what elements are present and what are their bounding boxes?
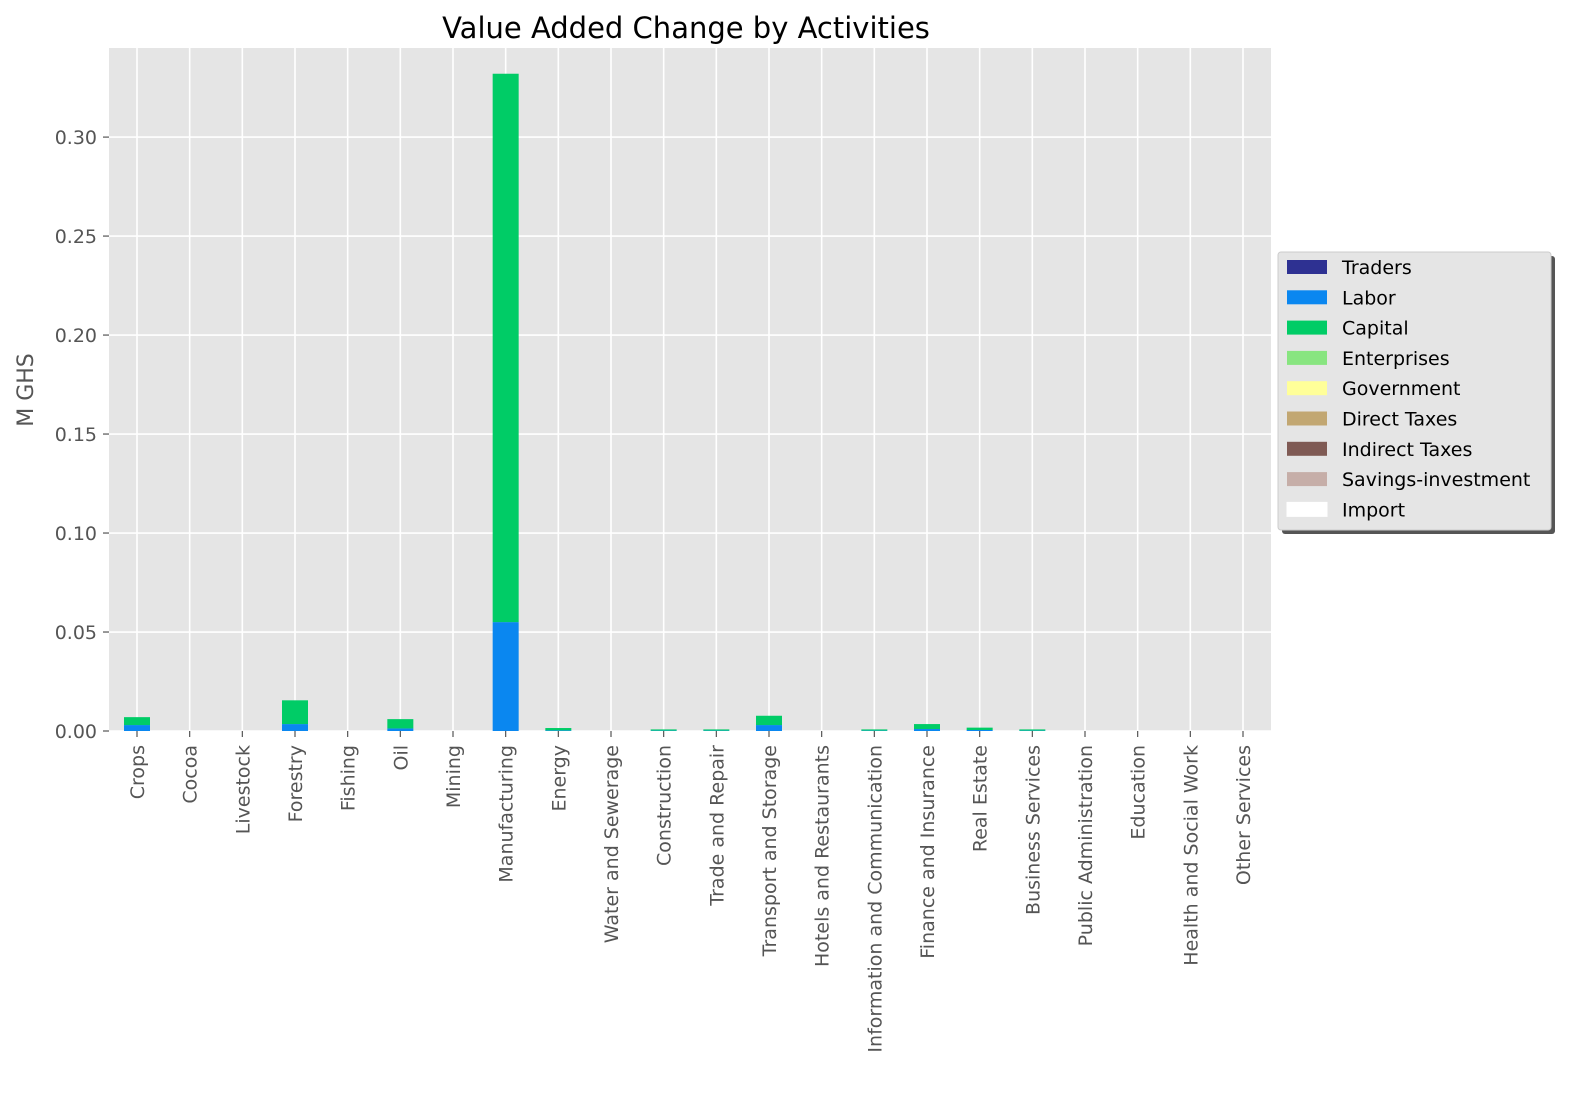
chart-title: Value Added Change by Activities bbox=[442, 11, 930, 45]
x-tick-label: Water and Sewerage bbox=[601, 745, 623, 943]
x-tick-label: Public Administration bbox=[1075, 745, 1097, 946]
legend-swatch bbox=[1287, 441, 1327, 456]
y-tick-label: 0.20 bbox=[55, 325, 97, 347]
x-tick-label: Livestock bbox=[232, 745, 254, 834]
x-tick-label: Finance and Insurance bbox=[917, 745, 939, 959]
legend-swatch bbox=[1287, 290, 1327, 305]
bar-segment bbox=[966, 727, 993, 731]
legend-swatch bbox=[1287, 260, 1327, 274]
legend-swatch bbox=[1286, 501, 1328, 517]
legend-label: Traders bbox=[1341, 257, 1412, 279]
bar-segment bbox=[387, 728, 414, 731]
legend-label: Government bbox=[1342, 378, 1461, 400]
legend-swatch bbox=[1287, 411, 1327, 426]
legend-swatch bbox=[1287, 320, 1327, 335]
legend-label: Import bbox=[1342, 499, 1405, 521]
bar-segment bbox=[492, 73, 519, 623]
bar-segment bbox=[650, 729, 677, 731]
legend-label: Labor bbox=[1342, 287, 1396, 309]
legend-label: Direct Taxes bbox=[1342, 409, 1457, 431]
legend-label: Savings-investment bbox=[1342, 469, 1530, 491]
legend-swatch bbox=[1287, 350, 1327, 365]
x-tick-label: Hotels and Restaurants bbox=[812, 745, 834, 967]
x-tick-label: Fishing bbox=[338, 745, 360, 811]
y-tick-label: 0.25 bbox=[55, 226, 97, 248]
x-tick-label: Transport and Storage bbox=[759, 745, 781, 957]
bar-segment bbox=[387, 719, 414, 729]
bar-segment bbox=[703, 729, 730, 731]
y-tick-label: 0.00 bbox=[55, 721, 97, 743]
bar-segment bbox=[124, 717, 150, 726]
x-tick-label: Crops bbox=[127, 745, 149, 799]
bar-segment bbox=[124, 725, 150, 731]
bar-segment bbox=[914, 724, 940, 730]
bar-segment bbox=[282, 700, 308, 725]
grid-lines bbox=[109, 48, 1271, 732]
x-tick-label: Health and Social Work bbox=[1180, 745, 1202, 966]
bars bbox=[124, 73, 1046, 731]
y-tick-label: 0.05 bbox=[55, 622, 97, 644]
plot-area bbox=[109, 48, 1271, 731]
bar-segment bbox=[861, 729, 888, 731]
bar-segment bbox=[1019, 729, 1046, 731]
y-tick-label: 0.30 bbox=[55, 127, 97, 149]
x-tick-label: Real Estate bbox=[970, 745, 992, 852]
bar-segment bbox=[756, 725, 782, 731]
y-tick-label: 0.10 bbox=[55, 523, 97, 545]
x-tick-label: Oil bbox=[390, 745, 412, 771]
y-axis-label: M GHS bbox=[14, 353, 39, 427]
bar-segment bbox=[282, 724, 308, 731]
x-tick-label: Business Services bbox=[1022, 745, 1044, 915]
y-tick-label: 0.15 bbox=[55, 424, 97, 446]
legend: Traders Labor Capital Enterprises Government… bbox=[1277, 251, 1555, 534]
bar-segment bbox=[914, 729, 940, 731]
x-axis: Crops Cocoa Livestock Forestry Fishing Oil Min… bbox=[127, 731, 1255, 1053]
legend-label: Indirect Taxes bbox=[1342, 439, 1472, 461]
x-tick-label: Education bbox=[1128, 745, 1150, 840]
y-axis: 0.00 0.05 0.10 0.15 0.20 0.25 0.30 bbox=[55, 127, 109, 743]
x-tick-label: Cocoa bbox=[180, 745, 202, 804]
legend-swatch bbox=[1287, 381, 1327, 396]
legend-swatch bbox=[1287, 472, 1327, 487]
x-tick-label: Mining bbox=[443, 745, 465, 808]
bar-segment bbox=[545, 730, 572, 731]
bar-segment bbox=[966, 730, 993, 731]
bar-segment bbox=[756, 715, 782, 726]
legend-label: Enterprises bbox=[1342, 348, 1450, 370]
x-tick-label: Manufacturing bbox=[496, 745, 518, 883]
x-tick-label: Energy bbox=[548, 745, 570, 812]
x-tick-label: Forestry bbox=[285, 745, 307, 822]
x-tick-label: Information and Communication bbox=[864, 745, 886, 1053]
x-tick-label: Other Services bbox=[1233, 745, 1255, 885]
x-tick-label: Construction bbox=[654, 745, 676, 866]
x-tick-label: Trade and Repair bbox=[706, 745, 728, 907]
bar-segment bbox=[492, 622, 519, 731]
bar-segment bbox=[545, 728, 572, 731]
legend-label: Capital bbox=[1342, 318, 1409, 340]
legend-box bbox=[1277, 251, 1552, 531]
